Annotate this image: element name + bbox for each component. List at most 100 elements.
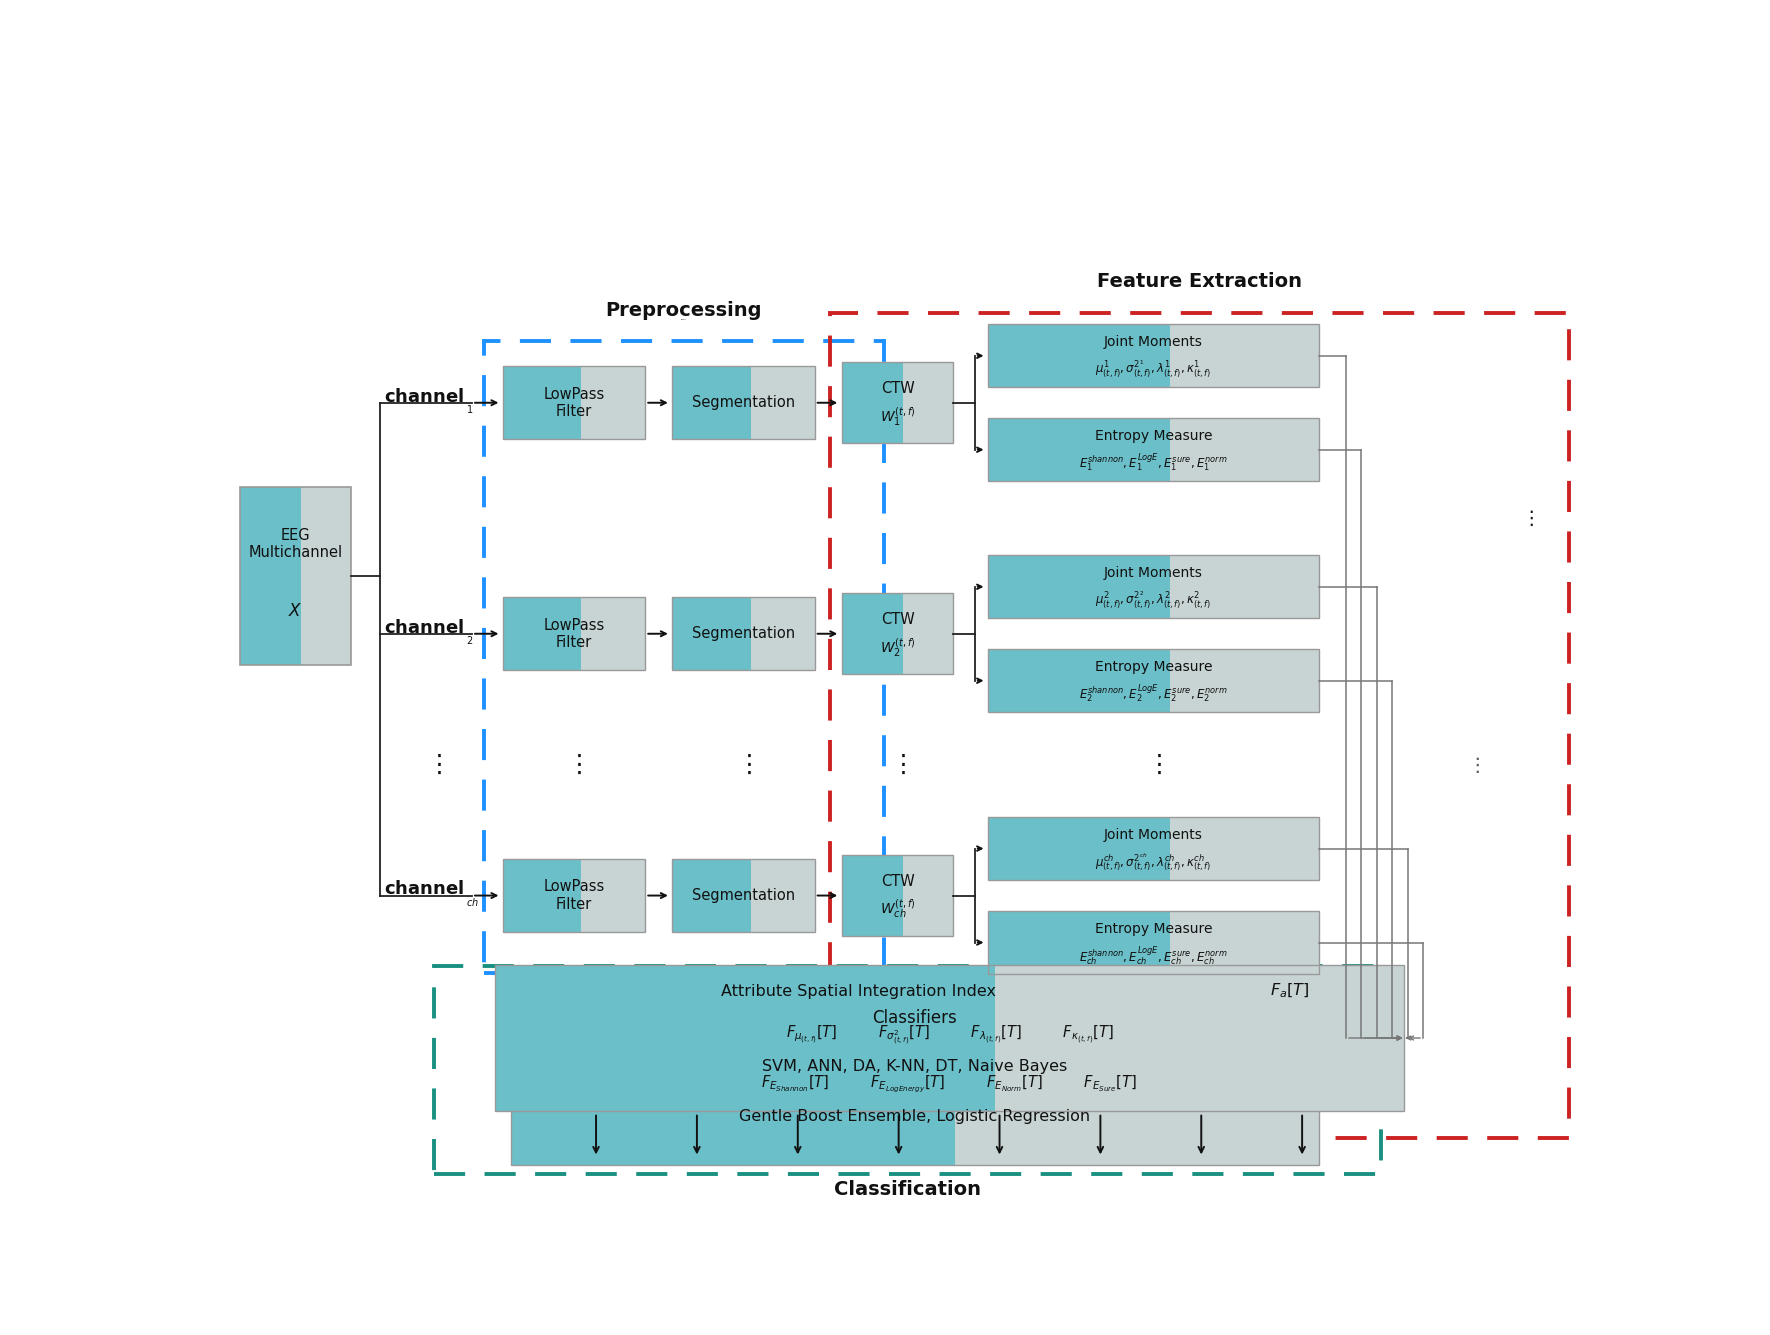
Text: $_{2}$: $_{2}$ xyxy=(466,633,473,647)
Text: $\vdots$: $\vdots$ xyxy=(890,753,906,777)
Text: LowPass
Filter: LowPass Filter xyxy=(543,618,605,650)
Bar xyxy=(503,366,581,439)
Bar xyxy=(581,366,646,439)
Text: SVM, ANN, DA, K-NN, DT, Naive Bayes: SVM, ANN, DA, K-NN, DT, Naive Bayes xyxy=(763,1060,1067,1075)
Text: Entropy Measure: Entropy Measure xyxy=(1096,921,1212,936)
Text: $\mu^{ch}_{(t,f)},\sigma^{2^{ch}}_{(t,f)},\lambda^{ch}_{(t,f)},\kappa^{ch}_{(t,f: $\mu^{ch}_{(t,f)},\sigma^{2^{ch}}_{(t,f)… xyxy=(1096,852,1212,873)
Bar xyxy=(503,858,581,932)
Text: $_{1}$: $_{1}$ xyxy=(466,402,473,417)
Bar xyxy=(503,858,646,932)
Text: Entropy Measure: Entropy Measure xyxy=(1096,429,1212,443)
Bar xyxy=(510,976,956,1165)
Bar xyxy=(1170,418,1319,482)
Bar xyxy=(503,366,646,439)
Text: $\vdots$: $\vdots$ xyxy=(566,753,582,777)
Bar xyxy=(1170,324,1319,387)
Bar xyxy=(496,965,995,1111)
Text: CTW: CTW xyxy=(881,613,915,627)
Text: $E_2^{shannon},E_2^{LogE},E_2^{sure},E_2^{norm}$: $E_2^{shannon},E_2^{LogE},E_2^{sure},E_2… xyxy=(1080,684,1228,705)
Bar xyxy=(843,593,903,674)
Text: Joint Moments: Joint Moments xyxy=(1104,335,1204,348)
Bar xyxy=(843,362,954,443)
Bar xyxy=(903,854,954,936)
Text: $_{ch}$: $_{ch}$ xyxy=(466,894,480,909)
Text: CTW: CTW xyxy=(881,874,915,889)
Bar xyxy=(673,366,750,439)
Text: $\vdots$: $\vdots$ xyxy=(1145,753,1161,777)
Text: Segmentation: Segmentation xyxy=(692,888,795,902)
Text: $\vdots$: $\vdots$ xyxy=(1467,754,1480,774)
Bar xyxy=(988,324,1319,387)
Bar xyxy=(239,487,350,665)
Bar xyxy=(1170,817,1319,880)
Bar xyxy=(673,858,750,932)
Bar xyxy=(673,597,750,670)
Bar xyxy=(581,597,646,670)
Bar xyxy=(988,817,1170,880)
Bar xyxy=(1170,555,1319,618)
Bar xyxy=(843,362,903,443)
Text: $F_{\mu_{(t,f)}}[T]$         $F_{\sigma^2_{(t,f)}}[T]$         $F_{\lambda_{(t,f: $F_{\mu_{(t,f)}}[T]$ $F_{\sigma^2_{(t,f)… xyxy=(786,1024,1113,1047)
Bar xyxy=(988,418,1170,482)
Bar xyxy=(843,854,954,936)
Bar xyxy=(301,487,350,665)
Bar xyxy=(995,965,1404,1111)
Text: $E_1^{shannon},E_1^{LogE},E_1^{sure},E_1^{norm}$: $E_1^{shannon},E_1^{LogE},E_1^{sure},E_1… xyxy=(1080,453,1228,474)
Text: Entropy Measure: Entropy Measure xyxy=(1096,659,1212,674)
Bar xyxy=(988,649,1170,713)
Text: $F_a[T]$: $F_a[T]$ xyxy=(1271,983,1310,1000)
Text: Joint Moments: Joint Moments xyxy=(1104,566,1204,579)
Text: CTW: CTW xyxy=(881,382,915,396)
Text: EEG
Multichannel: EEG Multichannel xyxy=(248,527,342,561)
Bar xyxy=(988,324,1170,387)
Bar xyxy=(1170,649,1319,713)
Text: $X$: $X$ xyxy=(289,602,303,621)
Bar xyxy=(988,418,1319,482)
Bar xyxy=(503,597,581,670)
Bar xyxy=(988,910,1170,975)
Text: $\vdots$: $\vdots$ xyxy=(736,753,752,777)
Text: Classifiers: Classifiers xyxy=(873,1009,958,1027)
Bar xyxy=(843,854,903,936)
Bar xyxy=(903,593,954,674)
Bar xyxy=(673,597,814,670)
Text: $W_1^{(t,f)}$: $W_1^{(t,f)}$ xyxy=(880,406,915,427)
Bar xyxy=(988,649,1319,713)
Text: Joint Moments: Joint Moments xyxy=(1104,828,1204,841)
Text: $\mu^{2}_{(t,f)},\sigma^{2^{2}}_{(t,f)},\lambda^{2}_{(t,f)},\kappa^{2}_{(t,f)}$: $\mu^{2}_{(t,f)},\sigma^{2^{2}}_{(t,f)},… xyxy=(1096,590,1212,611)
Text: $F_{E_{Shannon}}[T]$         $F_{E_{LogEnergy}}[T]$         $F_{E_{Norm}}[T]$   : $F_{E_{Shannon}}[T]$ $F_{E_{LogEnergy}}[… xyxy=(761,1075,1138,1096)
Bar xyxy=(581,858,646,932)
Bar xyxy=(988,555,1170,618)
Text: $W_2^{(t,f)}$: $W_2^{(t,f)}$ xyxy=(880,637,915,659)
Bar xyxy=(673,366,814,439)
Text: Segmentation: Segmentation xyxy=(692,626,795,641)
Text: $W_{ch}^{(t,f)}$: $W_{ch}^{(t,f)}$ xyxy=(880,898,915,921)
Bar xyxy=(496,965,1404,1111)
Text: Gentle Boost Ensemble, Logistic Regression: Gentle Boost Ensemble, Logistic Regressi… xyxy=(740,1108,1090,1124)
Text: $\mu^{1}_{(t,f)},\sigma^{2^{1}}_{(t,f)},\lambda^{1}_{(t,f)},\kappa^{1}_{(t,f)}$: $\mu^{1}_{(t,f)},\sigma^{2^{1}}_{(t,f)},… xyxy=(1096,359,1212,380)
Bar xyxy=(988,817,1319,880)
Bar xyxy=(830,312,1570,1139)
Text: $\mathbf{channel}$: $\mathbf{channel}$ xyxy=(384,387,464,406)
Bar xyxy=(239,487,301,665)
Bar xyxy=(1170,910,1319,975)
Text: Attribute Spatial Integration Index: Attribute Spatial Integration Index xyxy=(720,984,997,999)
Text: $\mathbf{channel}$: $\mathbf{channel}$ xyxy=(384,618,464,637)
Text: Feature Extraction: Feature Extraction xyxy=(1097,272,1303,291)
Bar xyxy=(988,910,1319,975)
Text: LowPass
Filter: LowPass Filter xyxy=(543,880,605,912)
Text: Preprocessing: Preprocessing xyxy=(605,300,763,319)
Bar xyxy=(750,597,814,670)
Bar xyxy=(843,593,954,674)
Text: Classification: Classification xyxy=(834,1180,981,1199)
Text: $\vdots$: $\vdots$ xyxy=(427,753,441,777)
Bar xyxy=(750,858,814,932)
Bar xyxy=(673,858,814,932)
Bar xyxy=(510,976,1319,1165)
Bar xyxy=(903,362,954,443)
Bar xyxy=(503,597,646,670)
Text: $\mathbf{channel}$: $\mathbf{channel}$ xyxy=(384,880,464,898)
Text: LowPass
Filter: LowPass Filter xyxy=(543,387,605,419)
Bar xyxy=(750,366,814,439)
Bar xyxy=(956,976,1319,1165)
